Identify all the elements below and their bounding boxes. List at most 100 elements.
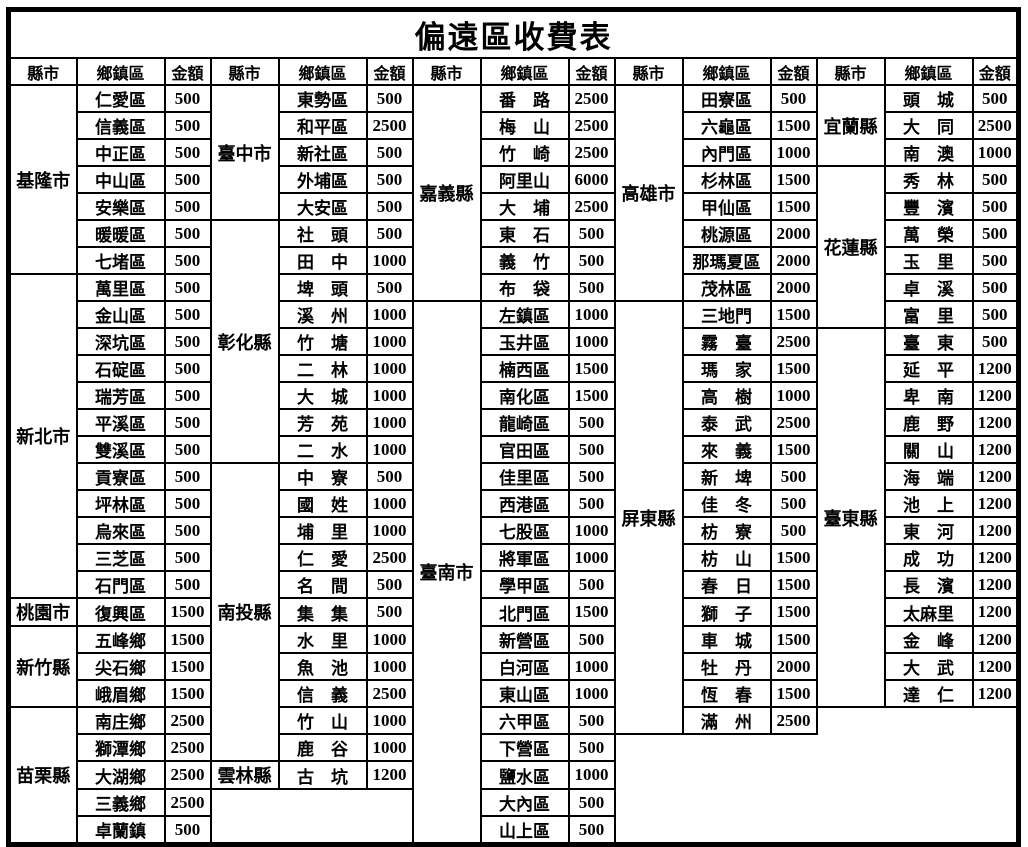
amount-cell: 1000	[365, 652, 414, 681]
district-cell: 枋 寮	[681, 516, 772, 545]
district-header: 鄉鎮區	[75, 57, 166, 86]
table-row: 新北市 萬里區 500 埤 頭 500 布 袋 500 茂林區 2000 卓 溪 500	[7, 273, 1020, 599]
amount-cell: 2500	[163, 706, 212, 735]
amount-cell: 1200	[971, 652, 1020, 681]
district-cell: 臺 東	[883, 327, 974, 356]
district-cell: 瑪 家	[681, 354, 772, 383]
district-header: 鄉鎮區	[277, 57, 368, 86]
district-cell: 白河區	[479, 652, 570, 681]
district-cell: 玉井區	[479, 327, 570, 356]
amount-cell: 500	[971, 246, 1020, 275]
amount-cell: 1500	[567, 381, 616, 410]
amount-cell: 500	[567, 408, 616, 437]
district-cell: 鹽水區	[479, 760, 570, 790]
district-cell: 六龜區	[681, 111, 772, 140]
amount-cell: 1000	[567, 760, 616, 790]
table-row: 安樂區 500 大安區 500 大 埔 2500 甲仙區 1500 豐 濱 500	[9, 192, 1020, 221]
district-cell: 烏來區	[75, 516, 166, 545]
district-cell: 下營區	[479, 733, 570, 762]
district-cell: 東 河	[883, 516, 974, 545]
amount-cell: 2000	[769, 246, 818, 275]
amount-cell: 1000	[365, 625, 414, 654]
district-cell: 桃源區	[681, 219, 772, 248]
amount-cell: 1000	[365, 327, 414, 356]
amount-cell: 1000	[567, 652, 616, 681]
amount-cell: 1500	[163, 679, 212, 708]
amount-cell: 1000	[365, 300, 414, 329]
district-cell: 南化區	[479, 381, 570, 410]
district-cell: 秀 林	[883, 165, 974, 194]
district-cell: 大內區	[479, 788, 570, 817]
district-cell: 東山區	[479, 679, 570, 708]
amount-cell: 2000	[769, 219, 818, 248]
county-cell: 雲林縣	[209, 760, 280, 790]
district-cell: 田 中	[277, 246, 368, 275]
district-cell: 北門區	[479, 597, 570, 627]
district-cell: 龍崎區	[479, 408, 570, 437]
district-cell: 甲仙區	[681, 192, 772, 221]
county-header: 縣市	[613, 57, 684, 86]
amount-cell: 1500	[769, 165, 818, 194]
district-cell: 茂林區	[681, 273, 772, 302]
amount-cell: 1000	[365, 354, 414, 383]
district-cell: 鹿 谷	[277, 733, 368, 762]
district-cell: 鹿 野	[883, 408, 974, 437]
district-cell: 牡 丹	[681, 652, 772, 681]
district-cell: 海 端	[883, 462, 974, 491]
fee-table: 偏遠區收費表 縣市 鄉鎮區 金額 縣市 鄉鎮區 金額 縣市 鄉鎮區 金額 縣市 鄉鎮區 金額 縣市 鄉鎮區…	[6, 7, 1022, 847]
county-cell: 花蓮縣	[815, 165, 886, 329]
amount-cell: 1000	[567, 679, 616, 708]
amount-cell: 1000	[365, 706, 414, 735]
district-cell: 仁愛區	[75, 84, 166, 113]
county-cell: 新竹縣	[7, 625, 78, 708]
table-row: 石門區 500 名 間 500 學甲區 500 春 日 1500 長 濱 1200	[9, 570, 1020, 599]
district-cell: 二 水	[277, 435, 368, 464]
table-row: 深坑區 500 竹 塘 1000 玉井區 1000 霧 臺 2500 臺東縣臺 東 500	[9, 327, 1020, 708]
amount-cell: 1000	[365, 516, 414, 545]
district-cell: 獅潭鄉	[75, 733, 166, 762]
district-cell: 六甲區	[479, 706, 570, 735]
amount-cell: 1500	[769, 300, 818, 329]
amount-cell: 2500	[567, 84, 616, 113]
county-cell: 屏東縣	[613, 300, 684, 735]
district-cell: 石碇區	[75, 354, 166, 383]
amount-cell: 1200	[971, 679, 1020, 708]
amount-cell: 1000	[365, 489, 414, 518]
district-cell: 來 義	[681, 435, 772, 464]
amount-header: 金額	[971, 57, 1020, 86]
amount-cell: 1200	[365, 760, 414, 790]
district-cell: 社 頭	[277, 219, 368, 248]
district-cell: 布 袋	[479, 273, 570, 302]
amount-header: 金額	[163, 57, 212, 86]
district-cell: 信義區	[75, 111, 166, 140]
amount-cell: 500	[163, 138, 212, 167]
amount-header: 金額	[769, 57, 818, 86]
table-row: 基隆市 仁愛區 500 臺中市 東勢區 500 嘉義縣番 路 2500 高雄市 田寮區 500 宜蘭縣…	[7, 84, 1020, 302]
amount-cell: 1500	[163, 597, 212, 627]
district-cell: 高 樹	[681, 381, 772, 410]
amount-cell: 500	[567, 706, 616, 735]
district-cell: 車 城	[681, 625, 772, 654]
district-cell: 西港區	[479, 489, 570, 518]
district-cell: 平溪區	[75, 408, 166, 437]
amount-cell: 1200	[971, 462, 1020, 491]
district-cell: 金 峰	[883, 625, 974, 654]
amount-cell: 2500	[163, 788, 212, 817]
district-cell: 集 集	[277, 597, 368, 627]
amount-cell: 500	[971, 327, 1020, 356]
district-cell: 延 平	[883, 354, 974, 383]
table-row: 中山區 500 外埔區 500 阿里山 6000 杉林區 1500 花蓮縣秀 林 500	[9, 165, 1020, 329]
amount-cell: 500	[365, 192, 414, 221]
district-cell: 七股區	[479, 516, 570, 545]
district-cell: 卓 溪	[883, 273, 974, 302]
amount-cell: 1000	[567, 543, 616, 572]
amount-cell: 500	[163, 246, 212, 275]
amount-cell: 1200	[971, 543, 1020, 572]
district-cell: 安樂區	[75, 192, 166, 221]
amount-cell: 1000	[769, 381, 818, 410]
district-cell: 東 石	[479, 219, 570, 248]
amount-cell: 500	[769, 84, 818, 113]
amount-cell: 1500	[769, 570, 818, 599]
district-cell: 達 仁	[883, 679, 974, 708]
district-cell: 恆 春	[681, 679, 772, 708]
